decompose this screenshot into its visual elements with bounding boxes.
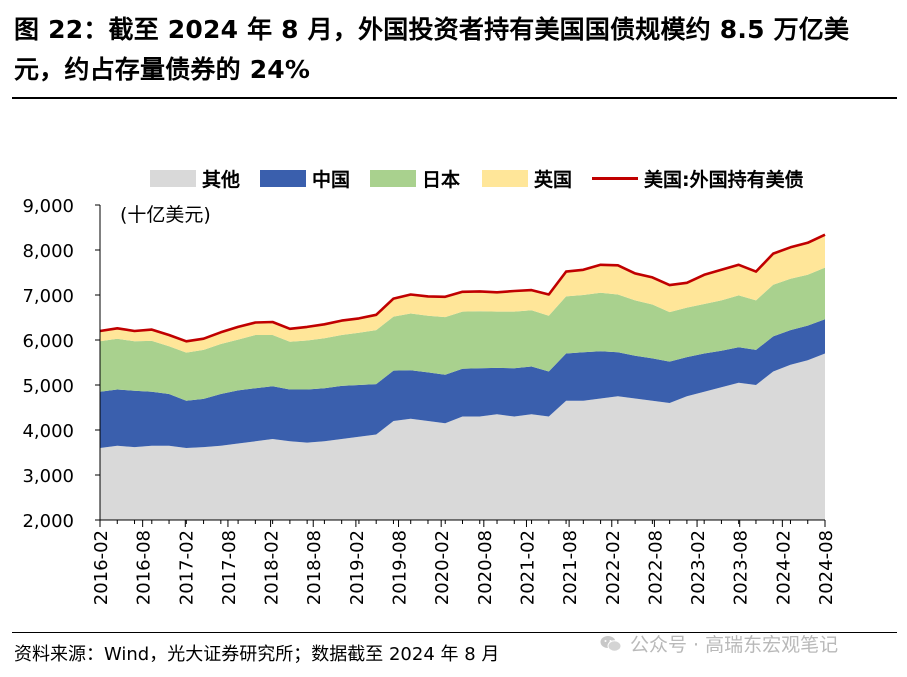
- y-tick-label: 7,000: [22, 286, 74, 307]
- x-tick-label: 2022-08: [645, 530, 666, 605]
- unit-label: (十亿美元): [120, 204, 211, 226]
- legend-swatch: [370, 170, 416, 187]
- y-tick-label: 6,000: [22, 331, 74, 352]
- legend-swatch: [482, 170, 528, 187]
- y-tick-label: 8,000: [22, 241, 74, 262]
- x-tick-label: 2020-02: [432, 530, 453, 605]
- legend-label: 日本: [422, 168, 460, 191]
- watermark: 公众号 · 高瑞东宏观笔记: [600, 630, 838, 657]
- legend-label: 其他: [202, 168, 240, 191]
- x-tick-label: 2021-08: [560, 530, 581, 605]
- title-divider: [12, 97, 897, 99]
- wechat-icon: [600, 635, 622, 652]
- x-tick-label: 2022-02: [603, 530, 624, 605]
- y-tick-label: 9,000: [22, 196, 74, 217]
- legend-label: 英国: [534, 168, 572, 191]
- area-3: [100, 267, 825, 401]
- chart-title: 图 22：截至 2024 年 8 月，外国投资者持有美国国债规模约 8.5 万亿…: [14, 15, 850, 84]
- source-note: 资料来源：Wind，光大证券研究所；数据截至 2024 年 8 月: [14, 644, 500, 665]
- x-tick-label: 2023-08: [731, 530, 752, 605]
- x-tick-label: 2021-02: [517, 530, 538, 605]
- x-tick-label: 2017-08: [219, 530, 240, 605]
- legend-label: 中国: [312, 168, 350, 191]
- x-tick-label: 2018-08: [304, 530, 325, 605]
- y-tick-label: 5,000: [22, 376, 74, 397]
- total-line: [99, 233, 826, 343]
- area-1: [100, 353, 825, 520]
- x-tick-label: 2019-02: [347, 530, 368, 605]
- x-tick-label: 2020-08: [475, 530, 496, 605]
- legend-swatch: [150, 170, 196, 187]
- legend-label: 美国:外国持有美债: [644, 168, 804, 191]
- chart-legend: 其他 中国 日本 英国 美国:外国持有美债: [150, 168, 804, 191]
- x-tick-label: 2017-02: [176, 530, 197, 605]
- y-tick-label: 4,000: [22, 421, 74, 442]
- foreign-holdings-chart: 其他 中国 日本 英国 美国:外国持有美债 (十亿美元) 2,000 3,000 4,000…: [22, 168, 837, 605]
- x-tick-label: 2023-02: [688, 530, 709, 605]
- y-tick-label: 3,000: [22, 466, 74, 487]
- watermark-text: 公众号 · 高瑞东宏观笔记: [630, 634, 839, 656]
- x-tick-label: 2018-02: [262, 530, 283, 605]
- area-4: [100, 234, 825, 353]
- source-divider: [12, 632, 897, 633]
- chart-axes: 2,000 3,000 4,000 5,000 6,000 7,000 8,000 9,000…: [22, 196, 837, 605]
- legend-swatch: [260, 170, 306, 187]
- x-tick-label: 2016-02: [91, 530, 112, 605]
- area-2: [100, 319, 825, 448]
- stacked-areas: [100, 234, 825, 520]
- x-tick-label: 2024-02: [773, 530, 794, 605]
- x-tick-label: 2024-08: [816, 530, 837, 605]
- x-tick-label: 2016-08: [134, 530, 155, 605]
- y-tick-label: 2,000: [22, 511, 74, 532]
- x-tick-label: 2019-08: [390, 530, 411, 605]
- total-foreign-holdings-line: [99, 233, 826, 343]
